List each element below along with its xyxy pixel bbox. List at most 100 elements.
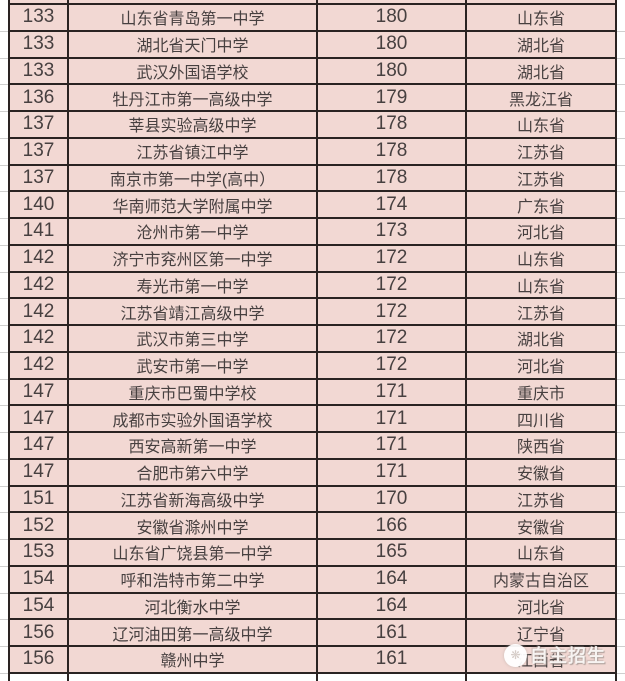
table-row: 147 重庆市巴蜀中学校 171 重庆市: [0, 379, 625, 407]
table-row: 147 合肥市第六中学 171 安徽省: [0, 459, 625, 487]
right-margin-stub: [617, 620, 625, 647]
province-cell: 广东省: [467, 192, 617, 219]
province-cell: 湖北省: [467, 31, 617, 59]
rank-cell: 147: [8, 379, 69, 407]
score-cell: 172: [318, 326, 467, 353]
table-row: 142 济宁市兖州区第一中学 172 山东省: [0, 245, 625, 273]
right-margin-stub: [617, 406, 625, 433]
table-row: 136 牡丹江市第一高级中学 179 黑龙江省: [0, 85, 625, 112]
left-margin-stub: [0, 513, 8, 540]
rank-cell: 137: [8, 165, 69, 193]
rank-cell: 133: [8, 58, 69, 86]
table-row: 151 江苏省新海高级中学 170 江苏省: [0, 486, 625, 514]
school-cell: 山东省广饶县第一中学: [69, 540, 318, 567]
rank-cell: 154: [8, 566, 69, 594]
rank-cell: 133: [8, 5, 69, 32]
school-cell: 武安市第一中学: [69, 352, 318, 380]
left-margin-stub: [0, 138, 8, 166]
table-row: 147 成都市实验外国语学校 171 四川省: [0, 406, 625, 433]
table-row: 133 武汉外国语学校 180 湖北省: [0, 58, 625, 86]
rank-cell: 153: [8, 540, 69, 567]
rank-cell: 147: [8, 459, 69, 487]
province-cell: 山东省: [467, 112, 617, 139]
school-cell: 牡丹江市第一高级中学: [69, 85, 318, 112]
rank-cell: 147: [8, 406, 69, 433]
rank-cell: 137: [8, 112, 69, 139]
school-cell: 呼和浩特市第二中学: [69, 566, 318, 594]
province-cell: [467, 673, 617, 681]
left-margin-stub: [0, 219, 8, 246]
province-cell: 河北省: [467, 352, 617, 380]
table-row: 142 武汉市第三中学 172 湖北省: [0, 326, 625, 353]
table-row: 156 辽河油田第一高级中学 161 辽宁省: [0, 620, 625, 647]
right-margin-stub: [617, 647, 625, 674]
province-cell: 河北省: [467, 219, 617, 246]
rank-cell: [8, 0, 69, 5]
table-row: 154 河北衡水中学 164 河北省: [0, 593, 625, 621]
right-margin-stub: [617, 85, 625, 112]
right-margin-stub: [617, 31, 625, 59]
left-margin-stub: [0, 58, 8, 86]
right-margin-stub: [617, 433, 625, 460]
score-cell: 171: [318, 459, 467, 487]
score-cell: 166: [318, 513, 467, 540]
left-margin-stub: [0, 459, 8, 487]
left-margin-stub: [0, 647, 8, 674]
province-cell: 山东省: [467, 5, 617, 32]
score-cell: 161: [318, 647, 467, 674]
school-cell: 江苏省新海高级中学: [69, 486, 318, 514]
left-margin-stub: [0, 85, 8, 112]
province-cell: 陕西省: [467, 433, 617, 460]
right-margin-stub: [617, 352, 625, 380]
school-cell: [69, 0, 318, 5]
score-cell: 171: [318, 433, 467, 460]
table-row: 133 山东省青岛第一中学 180 山东省: [0, 5, 625, 32]
school-cell: 华南师范大学附属中学: [69, 192, 318, 219]
score-cell: 173: [318, 219, 467, 246]
rank-cell: 156: [8, 620, 69, 647]
right-margin-stub: [617, 192, 625, 219]
province-cell: 内蒙古自治区: [467, 566, 617, 594]
table-row: 137 南京市第一中学(高中） 178 江苏省: [0, 165, 625, 193]
rank-cell: 141: [8, 219, 69, 246]
score-cell: 172: [318, 245, 467, 273]
rank-cell: 136: [8, 85, 69, 112]
table-row: 140 华南师范大学附属中学 174 广东省: [0, 192, 625, 219]
table-row: 147 西安高新第一中学 171 陕西省: [0, 433, 625, 460]
left-margin-stub: [0, 112, 8, 139]
province-cell: 四川省: [467, 406, 617, 433]
table-row: 142 江苏省靖江高级中学 172 江苏省: [0, 299, 625, 326]
left-margin-stub: [0, 593, 8, 621]
score-cell: 164: [318, 566, 467, 594]
school-cell: 安徽省滁州中学: [69, 513, 318, 540]
score-cell: [318, 673, 467, 681]
rank-cell: 140: [8, 192, 69, 219]
table-row: 141 沧州市第一中学 173 河北省: [0, 219, 625, 246]
school-cell: 江苏省镇江中学: [69, 138, 318, 166]
province-cell: 山东省: [467, 245, 617, 273]
school-cell: 成都市实验外国语学校: [69, 406, 318, 433]
right-margin-stub: [617, 673, 625, 681]
left-margin-stub: [0, 31, 8, 59]
left-margin-stub: [0, 486, 8, 514]
score-cell: 180: [318, 58, 467, 86]
school-cell: 山东省青岛第一中学: [69, 5, 318, 32]
left-margin-stub: [0, 406, 8, 433]
left-margin-stub: [0, 566, 8, 594]
right-margin-stub: [617, 219, 625, 246]
rank-cell: [8, 673, 69, 681]
left-margin-stub: [0, 352, 8, 380]
province-cell: 辽宁省: [467, 620, 617, 647]
province-cell: 安徽省: [467, 459, 617, 487]
left-margin-stub: [0, 433, 8, 460]
score-cell: 172: [318, 272, 467, 300]
school-cell: 河北衡水中学: [69, 593, 318, 621]
school-cell: 重庆市巴蜀中学校: [69, 379, 318, 407]
province-cell: [467, 0, 617, 5]
right-margin-stub: [617, 58, 625, 86]
table-row-partial-bottom: [0, 673, 625, 681]
score-cell: 164: [318, 593, 467, 621]
school-cell: 莘县实验高级中学: [69, 112, 318, 139]
school-cell: 辽河油田第一高级中学: [69, 620, 318, 647]
